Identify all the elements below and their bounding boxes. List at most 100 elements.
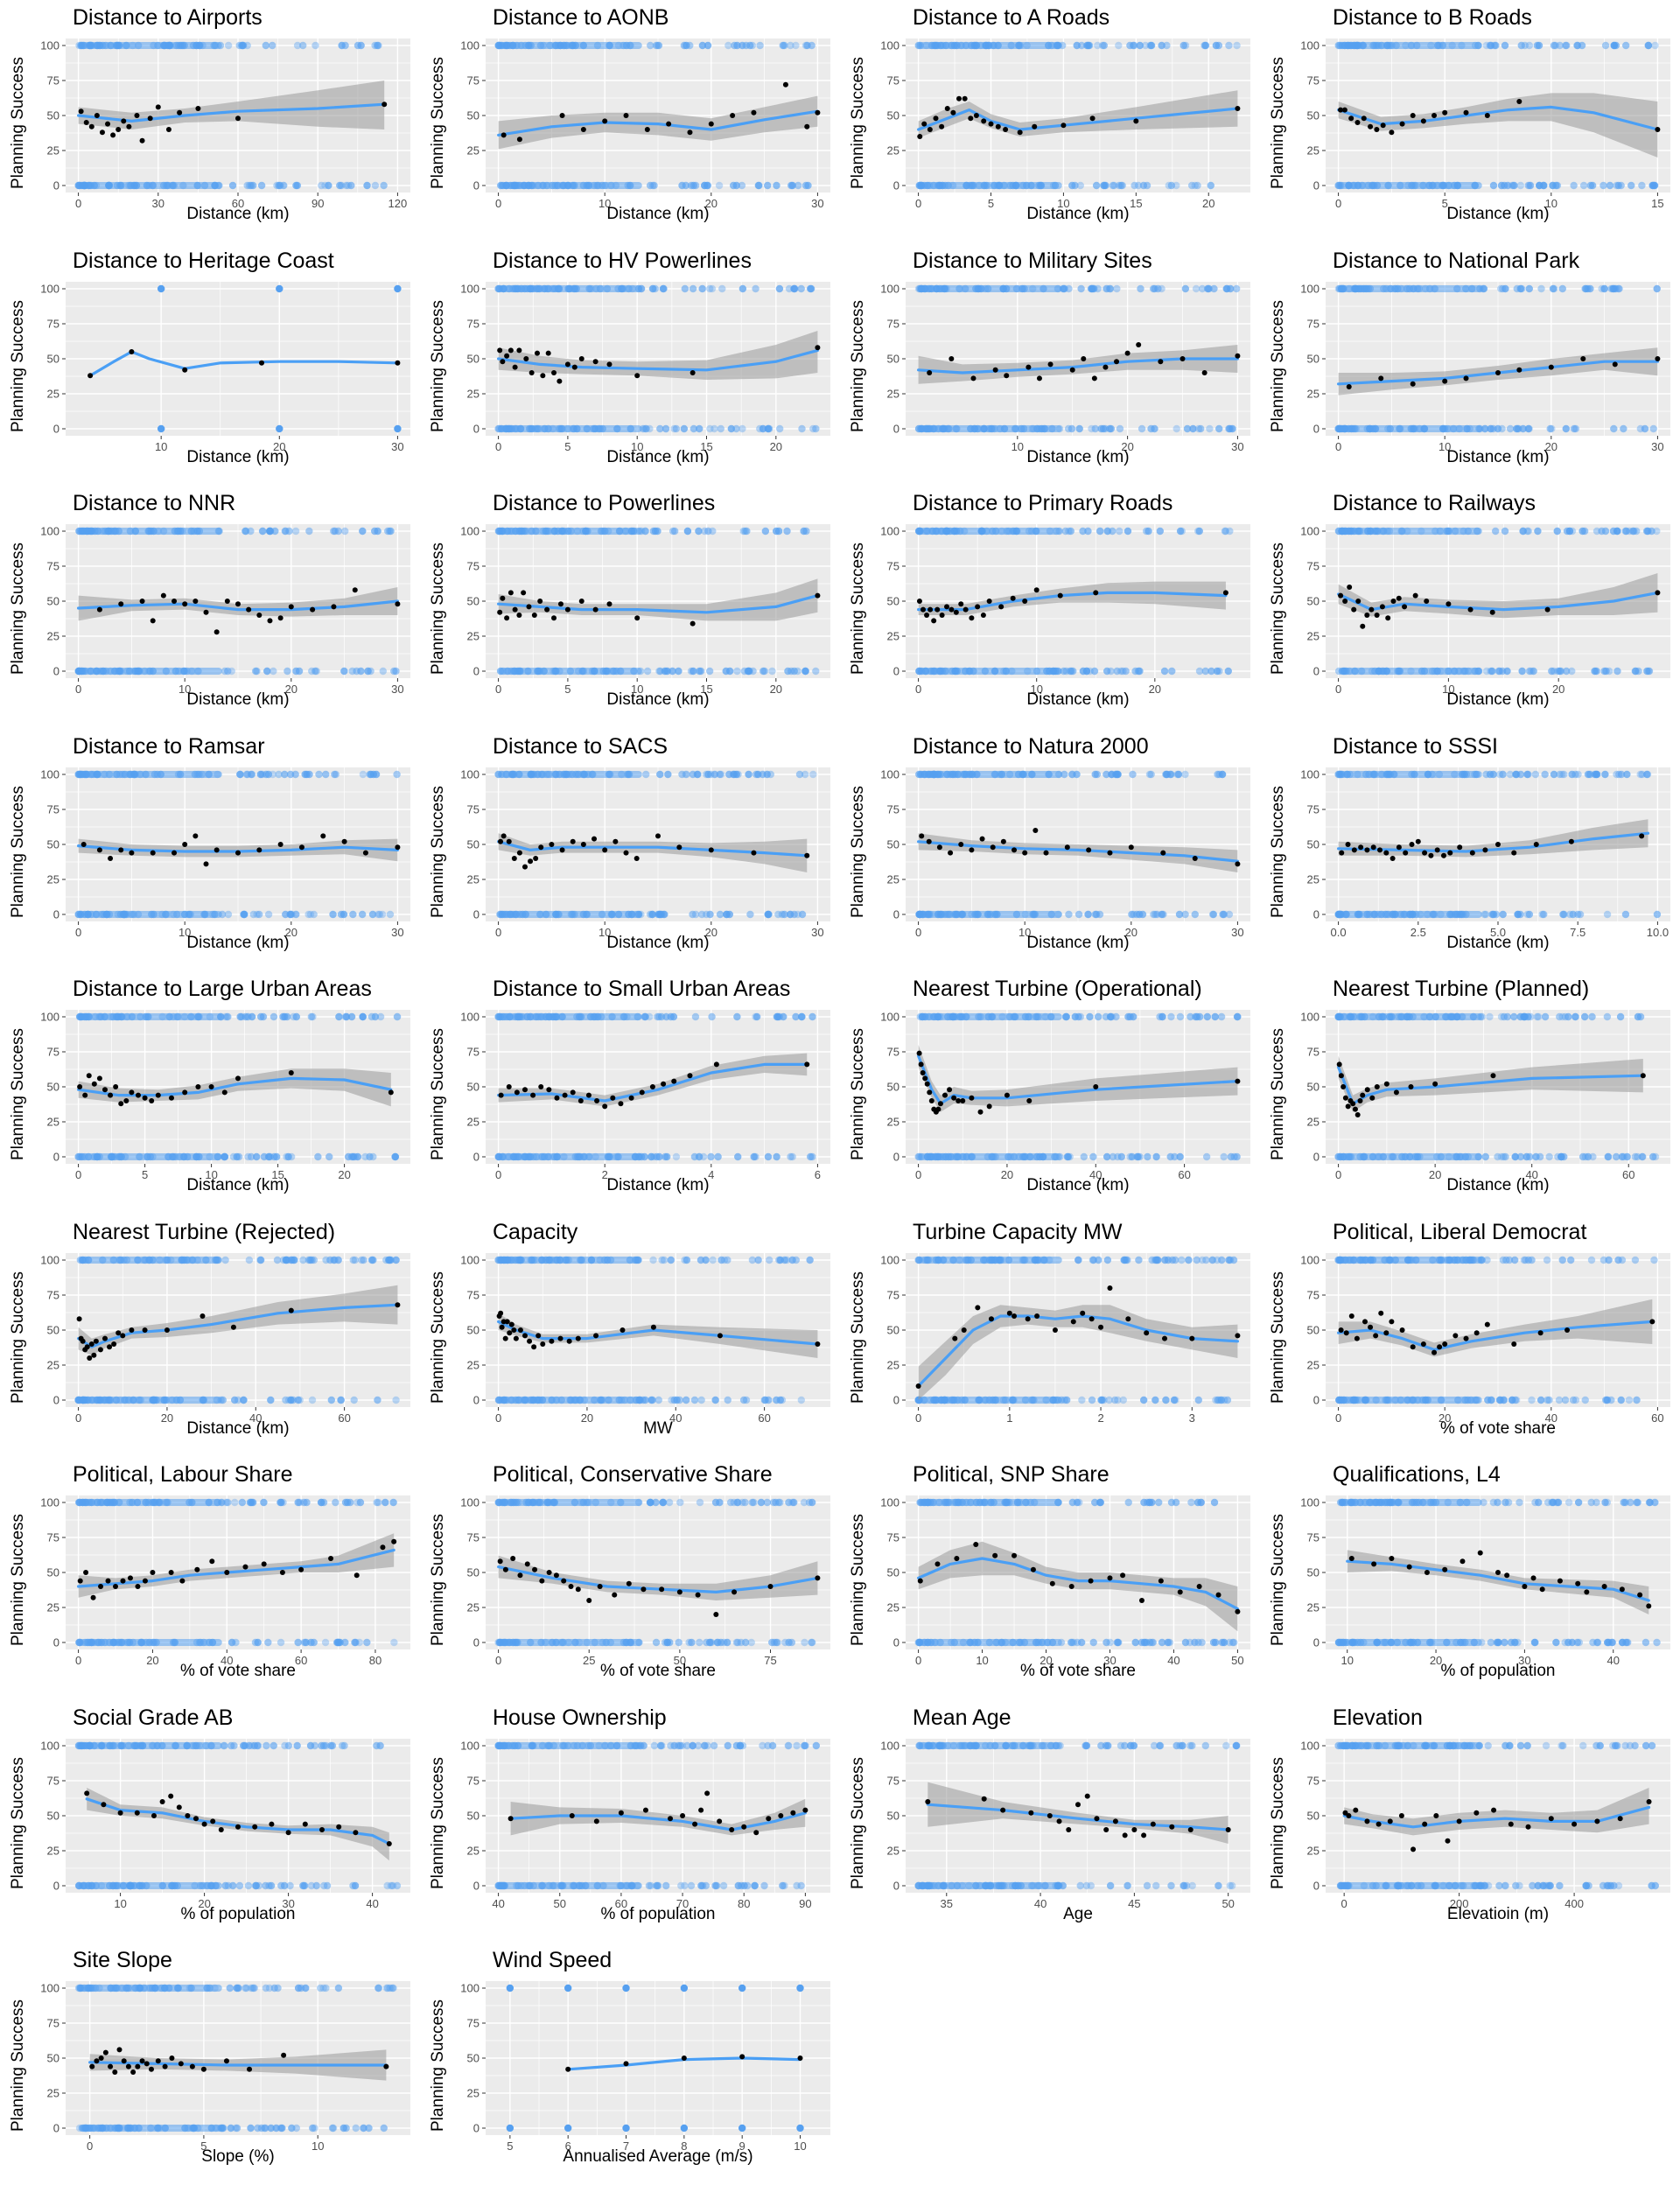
raw-point (372, 182, 379, 189)
mean-point (980, 837, 985, 842)
raw-point (246, 182, 253, 189)
raw-point-band (1339, 285, 1482, 292)
raw-point (1559, 911, 1566, 918)
y-tick-label: 75 (1307, 318, 1320, 331)
mean-point (106, 1579, 111, 1584)
raw-point (348, 1013, 355, 1020)
mean-point (278, 615, 284, 620)
x-tick-label: 3 (1189, 1411, 1195, 1425)
raw-point (1222, 528, 1228, 535)
mean-point (618, 1101, 623, 1106)
mean-point (182, 601, 187, 606)
raw-point (1560, 771, 1567, 778)
mean-point (998, 604, 1004, 609)
mean-point (1090, 116, 1096, 121)
mean-point (624, 851, 629, 856)
mean-point (1374, 127, 1379, 132)
raw-point (790, 285, 797, 292)
raw-point (370, 771, 377, 778)
raw-point (1588, 1257, 1595, 1264)
mean-point (395, 361, 400, 366)
y-tick-label: 50 (47, 1566, 60, 1579)
raw-point (1601, 771, 1608, 778)
mean-point (1394, 1089, 1399, 1095)
y-tick-label: 50 (1307, 838, 1320, 851)
mean-point (1354, 120, 1360, 125)
mean-point (1375, 1084, 1380, 1089)
mean-point (1442, 1341, 1447, 1347)
raw-point (1502, 42, 1508, 49)
raw-point (1634, 1013, 1642, 1020)
mean-point (610, 1096, 615, 1101)
raw-point (1572, 771, 1578, 778)
y-tick-label: 75 (47, 74, 60, 88)
raw-point (1510, 182, 1517, 189)
raw-point (1129, 771, 1136, 778)
mean-point (1470, 851, 1475, 856)
mean-point (92, 1082, 97, 1087)
raw-point (1570, 1397, 1577, 1404)
raw-point (238, 1013, 245, 1020)
mean-point (563, 1093, 568, 1098)
mean-point (1538, 1330, 1544, 1335)
mean-point (1416, 839, 1421, 844)
raw-point (353, 668, 360, 675)
mean-point (634, 856, 640, 861)
mean-point (102, 1336, 108, 1341)
raw-point (1523, 1153, 1530, 1160)
y-tick-label: 50 (47, 1081, 60, 1094)
mean-point (1378, 1311, 1383, 1316)
raw-point-band (919, 528, 1062, 535)
raw-point (706, 668, 713, 675)
y-tick-label: 0 (1313, 423, 1320, 436)
mean-point (1193, 856, 1198, 861)
raw-point (1604, 911, 1611, 918)
raw-point (1084, 911, 1091, 918)
mean-point (551, 370, 556, 375)
raw-point (275, 771, 282, 778)
mean-point (179, 1579, 185, 1584)
mean-point (551, 615, 556, 620)
y-tick-label: 100 (460, 1011, 480, 1024)
y-tick-label: 50 (887, 109, 900, 123)
mean-point (1065, 844, 1070, 850)
mean-point (1410, 113, 1416, 118)
mean-point (1432, 113, 1437, 118)
mean-point (200, 1313, 205, 1319)
mean-point (533, 856, 538, 861)
chart-title: Distance to HV Powerlines (493, 249, 752, 274)
mean-point (1337, 1061, 1342, 1067)
raw-point (1176, 911, 1183, 918)
mean-point (960, 1098, 965, 1103)
raw-point (1637, 425, 1644, 432)
mean-point (1358, 844, 1363, 850)
raw-point (224, 1013, 231, 1020)
mean-point (1564, 1327, 1570, 1333)
raw-point (1126, 1153, 1133, 1160)
raw-point (279, 1013, 286, 1020)
mean-point (135, 1584, 140, 1589)
mean-point (195, 106, 200, 111)
mean-point (1107, 851, 1112, 856)
mean-point (581, 127, 586, 132)
raw-point (706, 425, 713, 432)
chart-title: Distance to NNR (73, 491, 235, 516)
raw-point (1075, 911, 1082, 918)
mean-point (225, 599, 230, 604)
raw-point-band (919, 668, 1062, 675)
mean-point (246, 607, 251, 613)
mean-point (916, 1383, 921, 1389)
mean-point (1534, 842, 1539, 847)
raw-point (755, 182, 762, 189)
raw-point (728, 425, 735, 432)
raw-point (1570, 911, 1577, 918)
raw-point (1118, 1153, 1125, 1160)
y-tick-label: 50 (47, 109, 60, 123)
raw-point-band (1339, 1153, 1482, 1160)
mean-point (544, 607, 550, 613)
mean-point (342, 839, 347, 844)
